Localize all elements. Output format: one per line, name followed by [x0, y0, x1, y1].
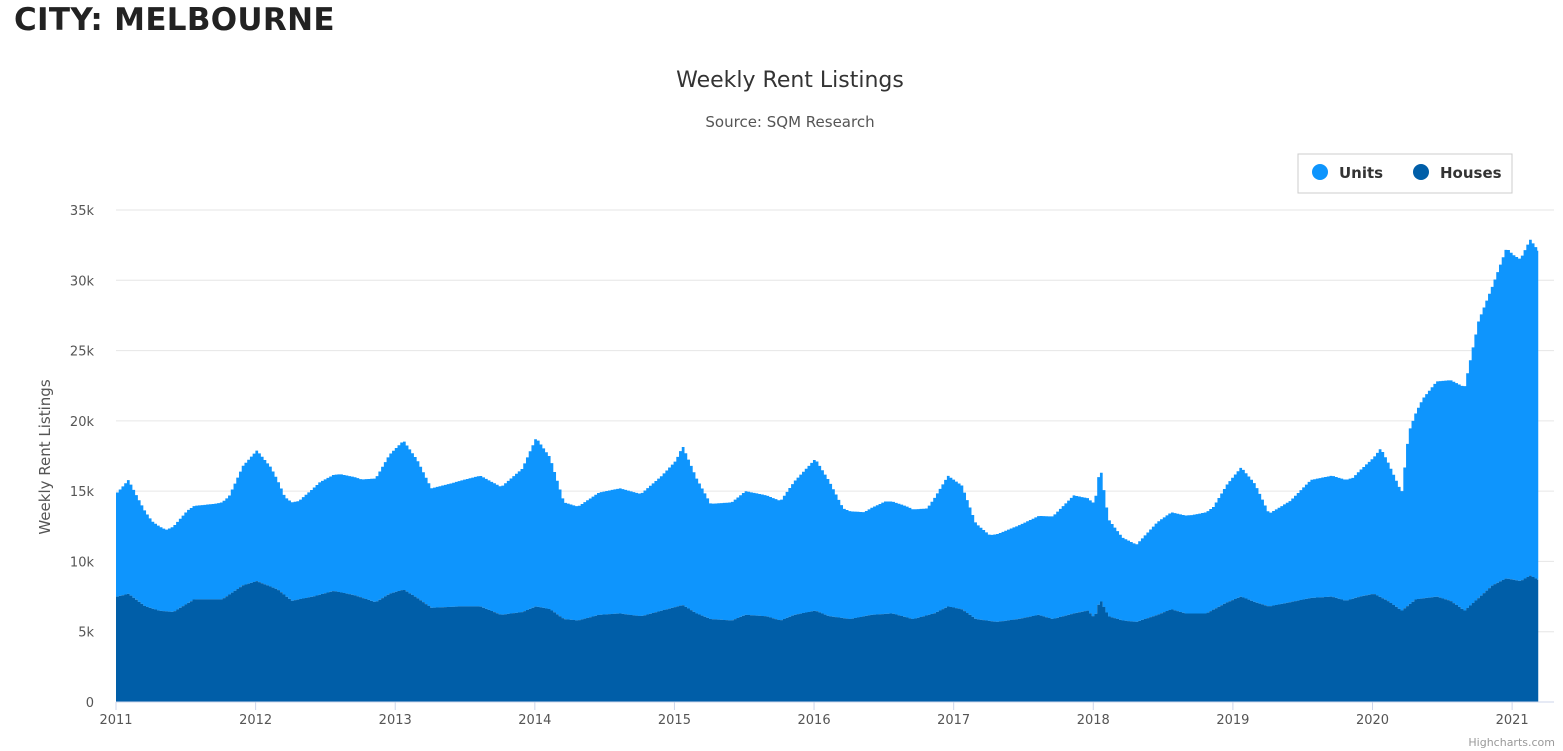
- y-tick-label: 0: [86, 696, 94, 711]
- series-area-units: [116, 239, 1539, 622]
- chart-subtitle: Source: SQM Research: [705, 113, 874, 131]
- x-tick-label: 2012: [239, 713, 272, 728]
- x-tick-label: 2016: [798, 713, 831, 728]
- x-tick-label: 2014: [518, 713, 551, 728]
- y-tick-label: 15k: [70, 485, 95, 500]
- legend-label-units: Units: [1339, 164, 1383, 182]
- x-tick-label: 2021: [1496, 713, 1529, 728]
- y-tick-label: 20k: [70, 415, 95, 430]
- legend: Units Houses: [1297, 153, 1513, 194]
- legend-item-units[interactable]: Units: [1312, 164, 1383, 182]
- legend-box: [1297, 153, 1513, 194]
- y-tick-label: 30k: [70, 274, 95, 289]
- x-tick-label: 2011: [99, 713, 132, 728]
- legend-item-houses[interactable]: Houses: [1413, 164, 1502, 182]
- x-tick-label: 2018: [1077, 713, 1110, 728]
- chart-title: Weekly Rent Listings: [676, 68, 904, 93]
- city-heading: CITY: MELBOURNE: [14, 2, 335, 38]
- legend-marker-units: [1312, 164, 1328, 180]
- legend-marker-houses: [1413, 164, 1429, 180]
- x-tick-label: 2013: [379, 713, 412, 728]
- y-tick-label: 25k: [70, 345, 95, 360]
- credits-link[interactable]: Highcharts.com: [1468, 736, 1555, 749]
- series-area-houses: [116, 575, 1539, 702]
- x-tick-label: 2015: [658, 713, 691, 728]
- series-areas: [116, 239, 1539, 702]
- y-tick-label: 5k: [78, 626, 94, 641]
- y-tick-label: 35k: [70, 204, 95, 219]
- x-tick-label: 2017: [937, 713, 970, 728]
- y-tick-label: 10k: [70, 555, 95, 570]
- y-axis-title: Weekly Rent Listings: [36, 379, 54, 534]
- y-axis: 0 5k 10k 15k 20k 25k 30k 35k: [70, 204, 95, 711]
- x-axis: 2011 2012 2013 2014 2015 2016 2017 2018 2019 2020…: [99, 701, 1554, 728]
- x-tick-label: 2020: [1356, 713, 1389, 728]
- legend-label-houses: Houses: [1440, 164, 1502, 182]
- x-tick-label: 2019: [1216, 713, 1249, 728]
